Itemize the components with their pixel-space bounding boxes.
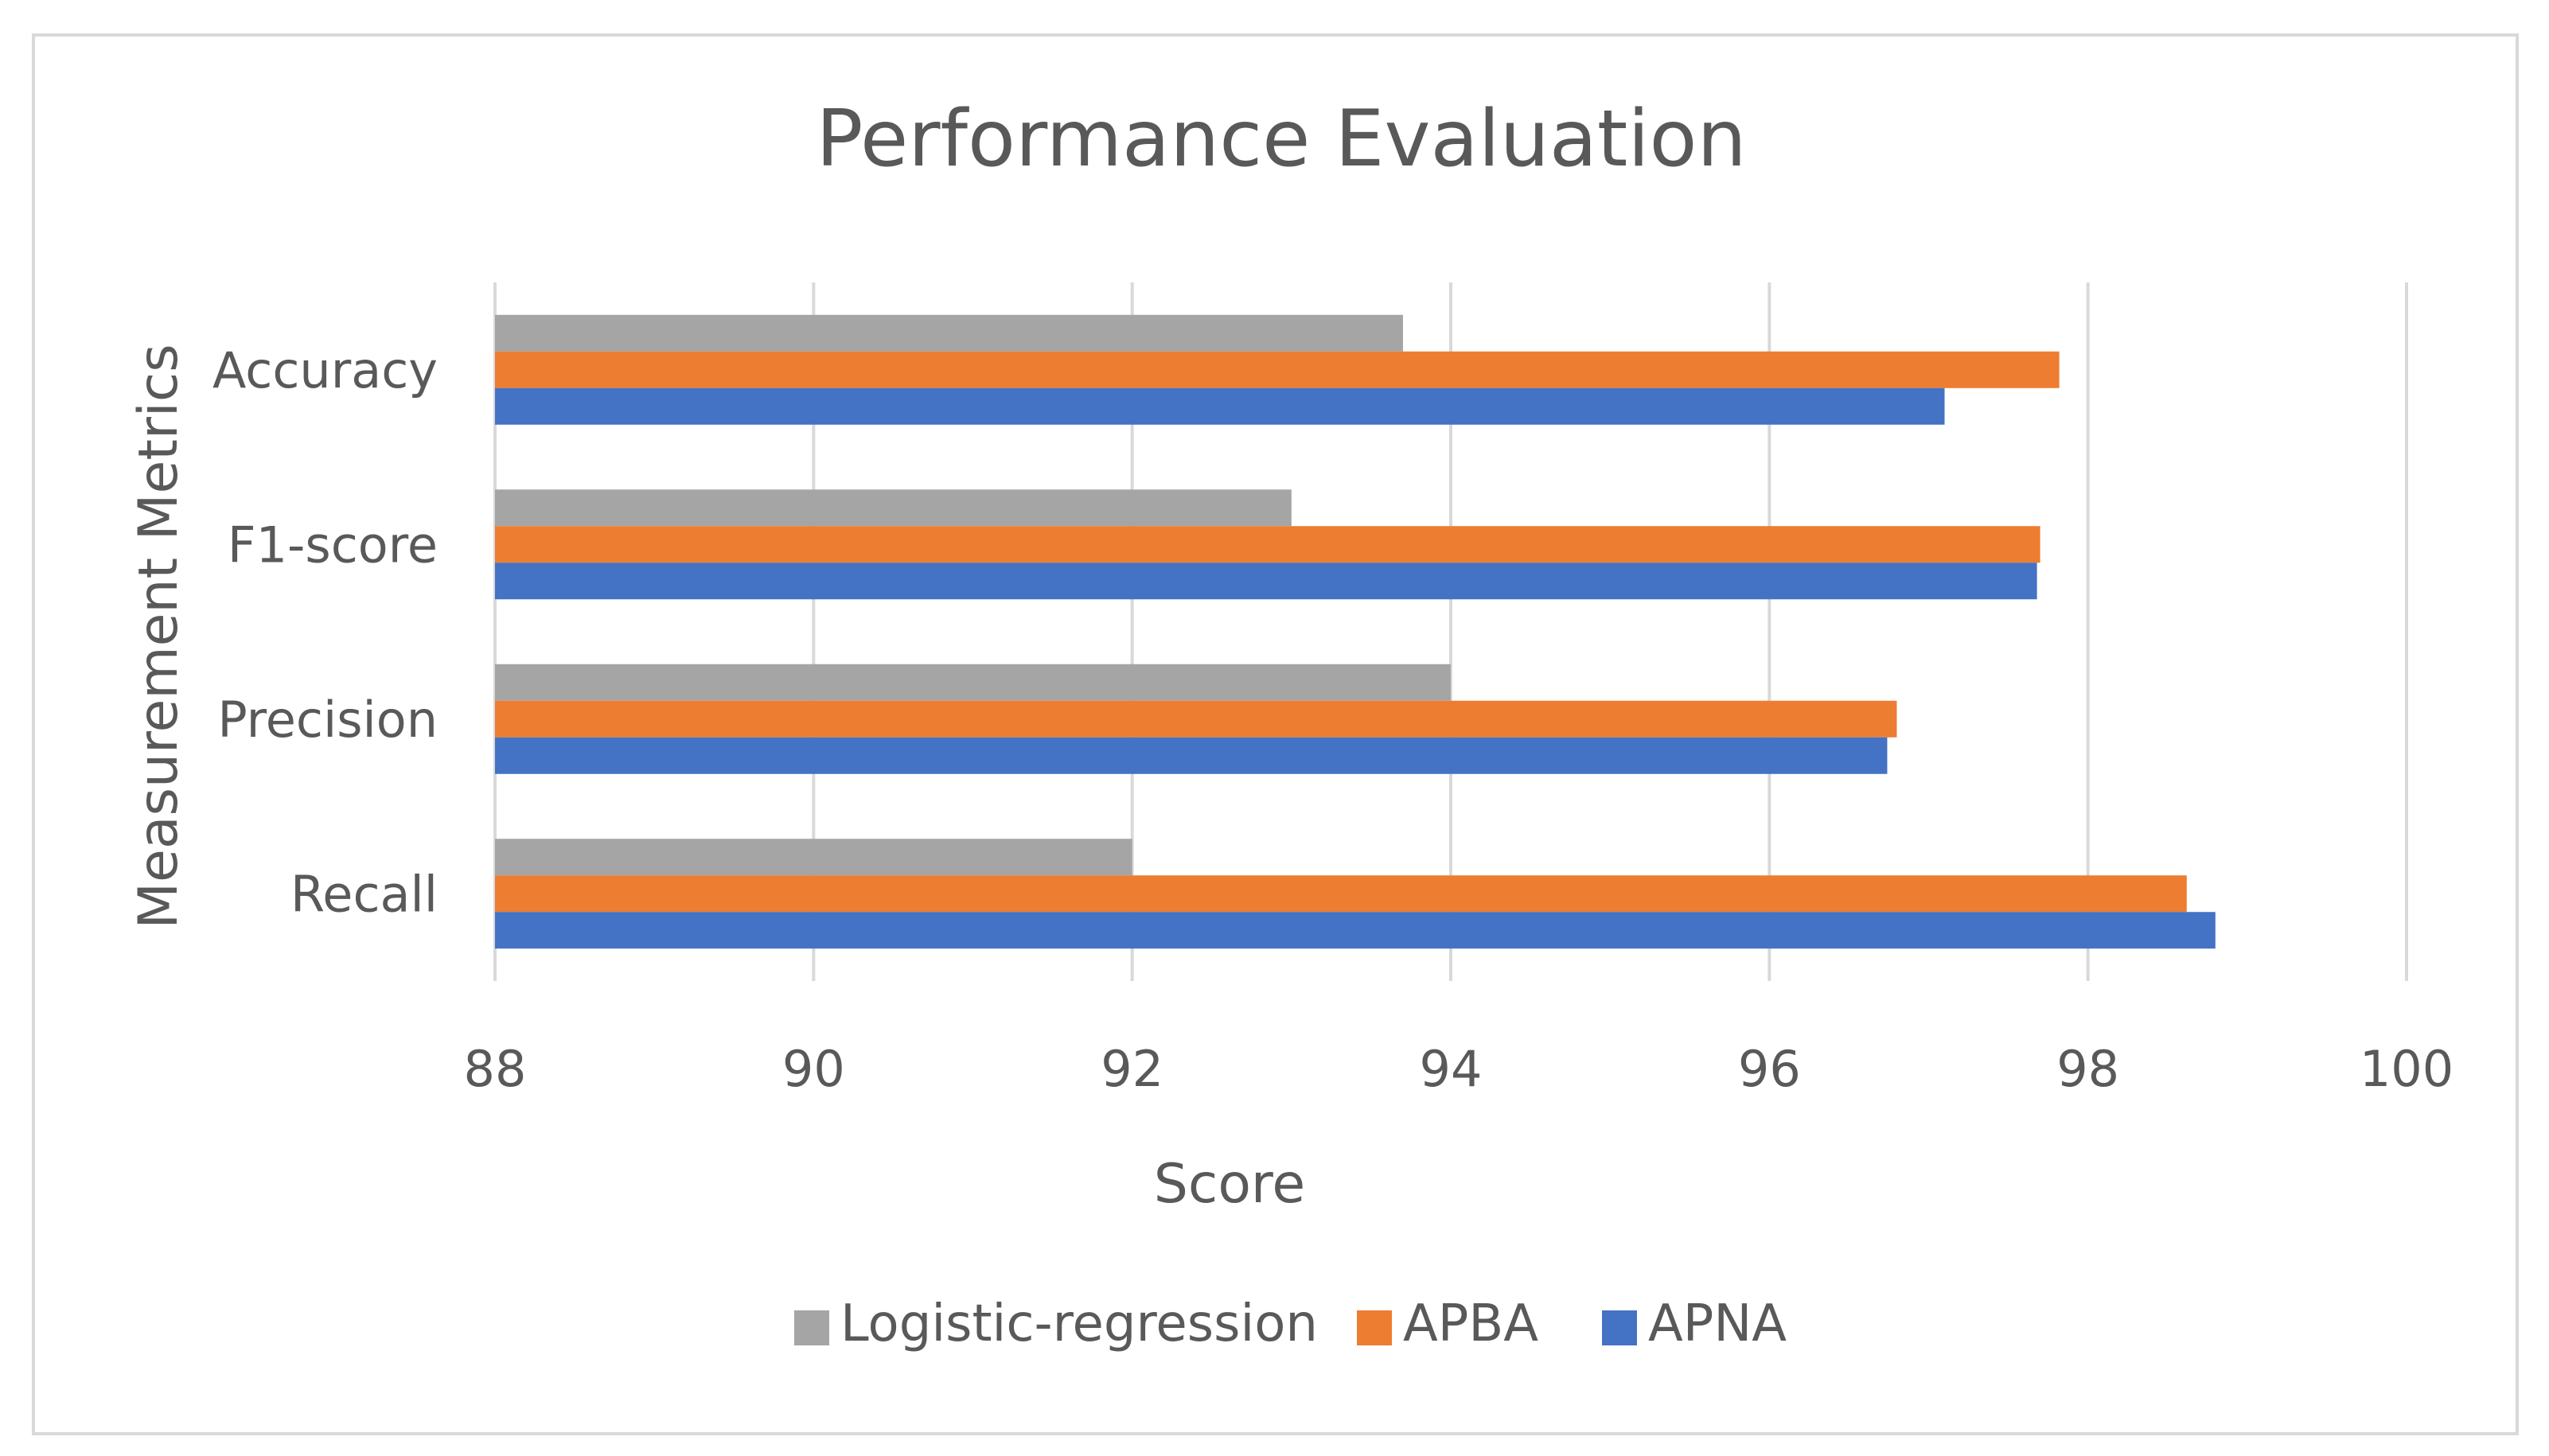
legend: Logistic-regression APBA APNA: [794, 1294, 1787, 1353]
bar-apna-recall: [495, 912, 2216, 949]
y-tick-label: Recall: [290, 865, 438, 923]
x-tick-label: 92: [1101, 1040, 1163, 1098]
chart-title: Performance Evaluation: [816, 94, 1746, 185]
x-axis-tick-labels: 88 90 92 94 96 98 100: [464, 1040, 2454, 1098]
y-axis-tick-labels: Accuracy F1-score Precision Recall: [212, 341, 438, 924]
y-tick-label: Accuracy: [212, 341, 438, 399]
bar-apba-accuracy: [495, 351, 2060, 388]
x-tick-label: 98: [2056, 1040, 2119, 1098]
bar-logistic-regression-accuracy: [495, 314, 1403, 352]
x-tick-label: 96: [1738, 1040, 1801, 1098]
bar-apna-precision: [495, 737, 1888, 774]
bar-logistic-regression-precision: [495, 664, 1451, 701]
bar-apna-accuracy: [495, 387, 1945, 425]
legend-label: APNA: [1648, 1294, 1787, 1353]
legend-swatch: [1602, 1310, 1637, 1345]
bar-logistic-regression-recall: [495, 839, 1132, 876]
bar-apba-recall: [495, 875, 2187, 913]
x-tick-label: 90: [782, 1040, 845, 1098]
legend-swatch: [794, 1310, 829, 1345]
legend-label: APBA: [1403, 1294, 1538, 1353]
bar-apna-f1-score: [495, 563, 2037, 600]
y-tick-label: F1-score: [228, 516, 438, 574]
x-tick-label: 100: [2360, 1040, 2454, 1098]
bar-apba-f1-score: [495, 526, 2040, 563]
x-tick-label: 88: [464, 1040, 527, 1098]
bars: [495, 314, 2216, 949]
x-tick-label: 94: [1420, 1040, 1483, 1098]
legend-swatch: [1357, 1310, 1392, 1345]
legend-label: Logistic-regression: [840, 1294, 1318, 1353]
y-tick-label: Precision: [217, 691, 438, 749]
bar-apba-precision: [495, 700, 1897, 738]
x-axis-title: Score: [1154, 1153, 1305, 1216]
bar-logistic-regression-f1-score: [495, 489, 1292, 527]
y-axis-title: Measurement Metrics: [127, 344, 190, 928]
